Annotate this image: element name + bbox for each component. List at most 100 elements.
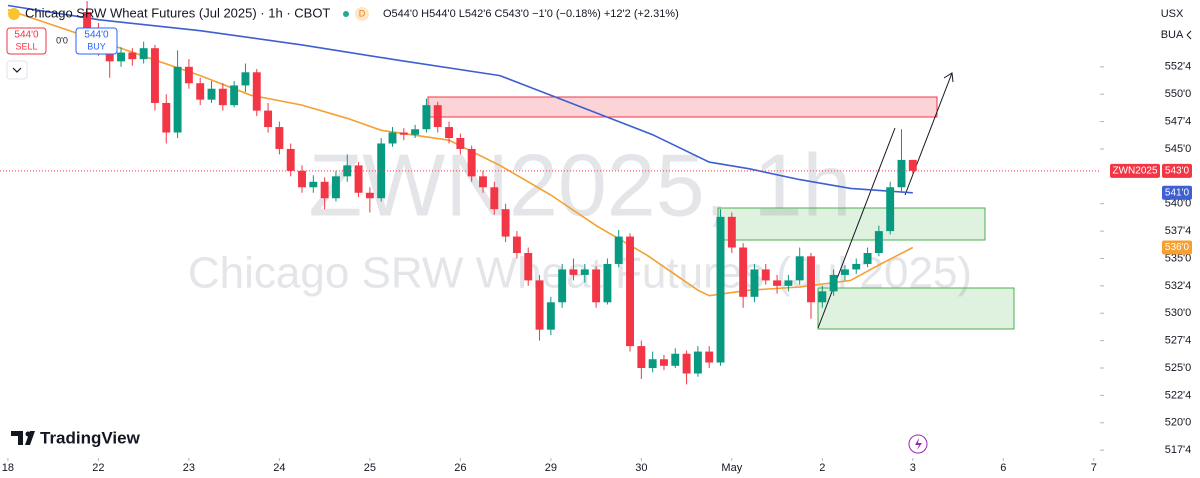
- projection-arrow: [904, 72, 953, 196]
- y-tick-label: 540'0: [1165, 198, 1192, 210]
- candle-body: [874, 231, 883, 253]
- candle-body: [682, 353, 691, 374]
- ma-tag-label: 536'0: [1165, 242, 1190, 253]
- currency[interactable]: USX: [1161, 8, 1184, 20]
- symbol-tag-label: ZWN2025: [1112, 165, 1157, 176]
- buy-price[interactable]: 544'0: [84, 30, 109, 41]
- collapse-button[interactable]: [6, 60, 28, 80]
- collapse-icon[interactable]: [12, 67, 22, 73]
- candle-body: [886, 187, 895, 232]
- x-tick-label: 25: [364, 462, 376, 474]
- trend-line: [817, 127, 896, 329]
- candle-body: [218, 88, 227, 106]
- x-tick-label: 7: [1091, 462, 1097, 474]
- candle-body: [275, 127, 284, 149]
- badge: [355, 7, 369, 21]
- y-tick-label: 537'4: [1165, 225, 1192, 237]
- candle-body: [320, 181, 329, 199]
- candle-body: [286, 148, 295, 171]
- ma-tag: [1162, 185, 1192, 200]
- candle-body: [252, 72, 261, 111]
- demand-zone: [717, 207, 986, 241]
- candle-body: [648, 359, 657, 368]
- candle-body: [829, 274, 838, 292]
- candle-body: [343, 165, 352, 177]
- buy-button[interactable]: [75, 27, 118, 55]
- candle-body: [840, 269, 849, 275]
- logo-text: TradingView: [40, 428, 141, 447]
- watermark-symbol: ZWN2025, 1h: [309, 135, 852, 234]
- candle-body: [863, 253, 872, 264]
- candle-body: [705, 351, 714, 363]
- market-icon[interactable]: [1186, 30, 1192, 40]
- candle-body: [331, 176, 340, 199]
- candle-body: [603, 263, 612, 303]
- candle-body: [761, 269, 770, 281]
- candle-body: [173, 66, 182, 133]
- y-tick-label: 552'4: [1165, 61, 1192, 73]
- candle-body: [230, 85, 239, 106]
- x-tick-label: 24: [273, 462, 285, 474]
- x-tick-label: May: [721, 462, 742, 474]
- candle-body: [546, 302, 555, 330]
- candle-body: [83, 12, 92, 29]
- alert-icon[interactable]: [915, 438, 922, 450]
- candle-body: [592, 269, 601, 303]
- demand-zone: [817, 287, 1015, 330]
- ohlc-legend: O544'0 H544'0 L542'6 C543'0 −1'0 (−0.18%…: [383, 8, 679, 20]
- ma-tag: [1162, 240, 1192, 255]
- symbol-tag: [1110, 163, 1160, 178]
- logo: TradingView: [11, 428, 141, 447]
- interval-badge: D: [359, 8, 366, 18]
- candle-body: [897, 159, 906, 188]
- x-tick-label: 18: [2, 462, 14, 474]
- sell-button[interactable]: [6, 27, 47, 55]
- x-tick-label: 29: [545, 462, 557, 474]
- candle-body: [637, 346, 646, 368]
- y-tick-label: 530'0: [1165, 307, 1192, 319]
- price-tag: [1162, 163, 1192, 178]
- market[interactable]: BUA: [1161, 29, 1184, 41]
- buy-label[interactable]: BUY: [87, 41, 106, 51]
- candle-body: [298, 170, 306, 188]
- candle-body: [818, 291, 827, 303]
- candle-body: [467, 148, 476, 177]
- candle-body: [524, 253, 533, 281]
- candle-body: [241, 72, 250, 86]
- candle-body: [716, 216, 725, 363]
- candle-body: [727, 216, 736, 248]
- moving-average: [7, 4, 913, 194]
- sell-label[interactable]: SELL: [15, 41, 37, 51]
- candle-body: [117, 52, 125, 62]
- status-dot: [343, 11, 349, 17]
- candle-body: [445, 127, 454, 138]
- y-tick-label: 535'0: [1165, 252, 1192, 264]
- candle-body: [660, 359, 668, 366]
- x-tick-label: 3: [910, 462, 916, 474]
- sell-price[interactable]: 544'0: [14, 30, 39, 41]
- candle-body: [535, 280, 544, 330]
- moving-average: [7, 9, 914, 297]
- y-tick-label: 532'4: [1165, 280, 1192, 292]
- candle-body: [908, 159, 917, 171]
- candle-body: [388, 132, 397, 144]
- candle-body: [558, 269, 567, 303]
- candle-body: [128, 52, 137, 60]
- candle-body: [151, 48, 159, 103]
- title: Chicago SRW Wheat Futures (Jul 2025) · 1…: [25, 5, 330, 20]
- price-axis: USX BUA: [1161, 8, 1192, 41]
- candle-body: [479, 176, 487, 188]
- spread: 0'0: [56, 35, 68, 45]
- y-tick-label: 550'0: [1165, 88, 1192, 100]
- candle-body: [569, 269, 578, 275]
- arrow-head: [943, 72, 954, 83]
- price-tag-label: 543'0: [1165, 165, 1190, 176]
- ma-tag-label: 541'0: [1165, 187, 1190, 198]
- candle-body: [196, 83, 205, 100]
- x-tick-label: 6: [1000, 462, 1006, 474]
- candle-body: [207, 88, 216, 100]
- y-tick-label: 520'0: [1165, 417, 1192, 429]
- candle-body: [309, 181, 318, 188]
- header: Chicago SRW Wheat Futures (Jul 2025) · 1…: [6, 5, 679, 80]
